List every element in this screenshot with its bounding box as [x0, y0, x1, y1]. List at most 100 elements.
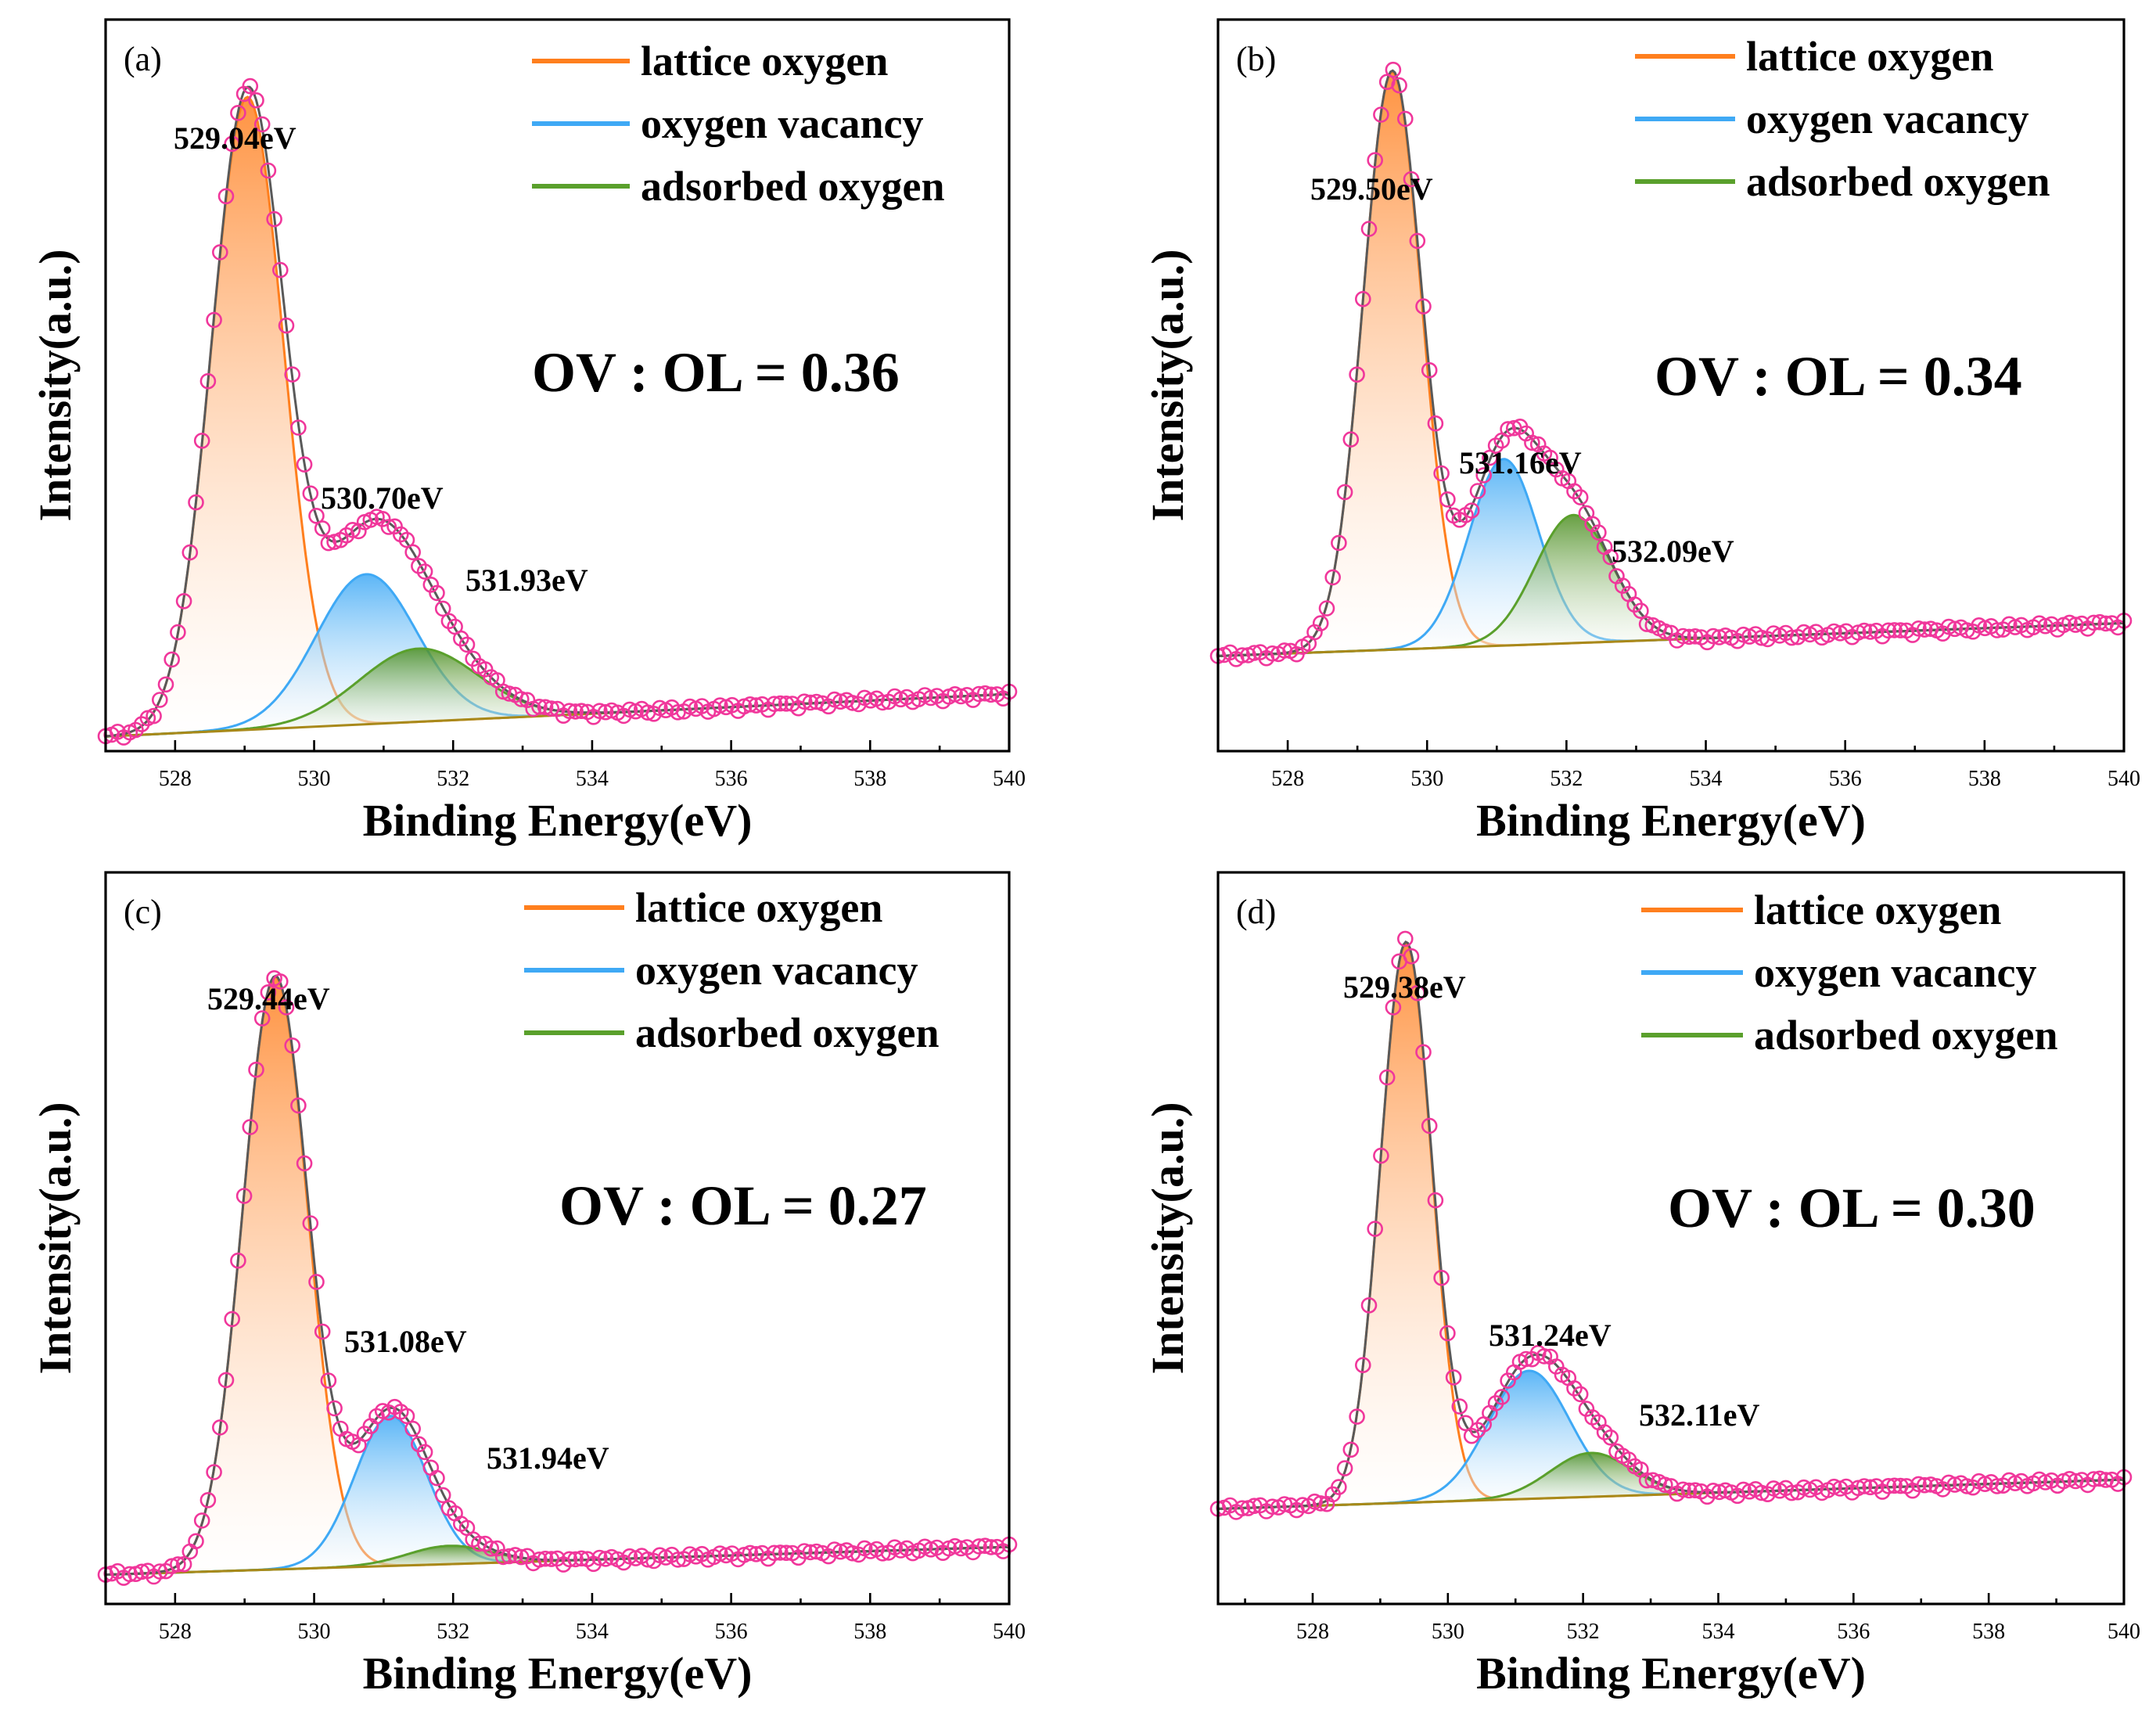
data-point — [416, 563, 433, 580]
data-point — [766, 1544, 783, 1562]
x-tick-label: 538 — [1972, 1620, 2005, 1644]
panel-label: (d) — [1236, 893, 1276, 931]
data-point — [224, 135, 241, 153]
data-point — [1916, 621, 1933, 638]
data-point — [591, 703, 608, 720]
peak-label: 531.94eV — [487, 1440, 609, 1476]
data-point — [501, 1548, 518, 1565]
data-point — [170, 1556, 186, 1573]
legend-label-lattice-oxygen: lattice oxygen — [1746, 33, 1993, 80]
data-point — [1397, 930, 1414, 948]
data-point — [253, 116, 271, 133]
data-point — [971, 1538, 987, 1555]
data-point — [1680, 1482, 1698, 1499]
data-point — [971, 685, 987, 703]
data-point — [1264, 1498, 1281, 1515]
data-point — [2091, 613, 2108, 631]
x-tick-label: 528 — [159, 767, 192, 791]
data-point — [512, 691, 530, 707]
data-point — [199, 1492, 217, 1508]
x-tick-label: 536 — [1837, 1620, 1870, 1644]
data-point — [1572, 489, 1589, 505]
data-point — [2091, 1470, 2108, 1487]
x-axis-label: Binding Energy(eV) — [363, 1648, 753, 1699]
oxygen-vacancy-fill-3 — [106, 1415, 1009, 1575]
data-point — [1687, 1482, 1704, 1498]
x-tick-label: 540 — [993, 1620, 1026, 1644]
data-point — [1378, 1069, 1396, 1086]
data-point — [230, 105, 246, 121]
data-point — [567, 703, 584, 720]
data-point — [1880, 1478, 1897, 1494]
data-point — [1439, 491, 1456, 508]
data-point — [567, 1551, 584, 1568]
data-point — [320, 1372, 337, 1389]
data-point — [302, 1215, 319, 1232]
x-tick-label: 528 — [1271, 767, 1304, 791]
data-point — [121, 1566, 138, 1583]
data-point — [253, 1010, 271, 1027]
data-point — [326, 1400, 343, 1417]
data-point — [1433, 465, 1450, 482]
data-point — [404, 1420, 422, 1437]
data-point — [1318, 600, 1335, 617]
data-point — [175, 592, 192, 609]
data-point — [242, 1119, 259, 1135]
data-point — [416, 1444, 433, 1461]
data-point — [1349, 366, 1365, 383]
data-point — [543, 700, 560, 717]
peak-label: 530.70eV — [321, 480, 444, 516]
lattice-oxygen-fill-3 — [106, 976, 1009, 1575]
x-tick-label: 528 — [159, 1620, 192, 1644]
lattice-oxygen-fill-1 — [106, 97, 1009, 737]
data-point — [398, 1408, 415, 1425]
data-point — [1524, 434, 1540, 451]
data-point — [199, 372, 217, 390]
data-point — [1397, 110, 1414, 128]
data-point — [766, 696, 783, 713]
data-point — [1427, 1192, 1444, 1209]
data-point — [1886, 622, 1903, 638]
plot-frame — [104, 871, 1011, 1606]
oxygen-vacancy-fill-1 — [106, 574, 1009, 737]
data-point — [1680, 628, 1698, 645]
data-point — [152, 692, 168, 708]
legend-label-adsorbed-oxygen: adsorbed oxygen — [1746, 158, 2050, 205]
data-point — [1360, 221, 1378, 237]
data-point — [1638, 1472, 1655, 1489]
x-tick-label: 536 — [715, 767, 748, 791]
data-point — [1415, 298, 1432, 315]
data-point — [1336, 1460, 1353, 1476]
data-point — [260, 984, 277, 1001]
data-point — [181, 544, 199, 561]
peak-label: 529.50eV — [1310, 171, 1433, 207]
x-tick-label: 532 — [437, 767, 469, 791]
data-point — [260, 162, 277, 179]
data-point — [248, 1061, 264, 1078]
x-tick-label: 534 — [1701, 1620, 1734, 1644]
data-point — [1409, 984, 1426, 1001]
panel-label: (c) — [124, 893, 162, 931]
data-point — [284, 366, 301, 383]
data-point — [796, 693, 813, 710]
x-tick-label: 536 — [1829, 767, 1862, 791]
x-axis-label: Binding Energy(eV) — [1476, 795, 1866, 846]
data-point — [206, 311, 222, 329]
data-point — [1331, 534, 1347, 552]
data-point — [2086, 614, 2102, 631]
panel-label: (b) — [1236, 40, 1276, 78]
data-point — [742, 696, 759, 713]
panel-c: 528 530 532 534 536 538 540 Binding Energy(eV) I… — [30, 871, 1026, 1699]
data-point — [230, 1252, 246, 1269]
data-point — [1657, 623, 1673, 640]
legend-label-oxygen-vacancy: oxygen vacancy — [635, 947, 918, 994]
data-point — [1916, 1476, 1933, 1494]
data-point — [157, 676, 174, 693]
x-tick-label: 540 — [993, 767, 1026, 791]
panel-d: 528 530 532 534 536 538 540 Binding Energy(eV) I… — [1142, 871, 2140, 1699]
data-point — [1946, 620, 1964, 638]
y-axis-label: Intensity(a.u.) — [30, 249, 81, 521]
legend-label-lattice-oxygen: lattice oxygen — [635, 884, 882, 931]
data-point — [271, 261, 289, 279]
data-point — [296, 1155, 313, 1172]
